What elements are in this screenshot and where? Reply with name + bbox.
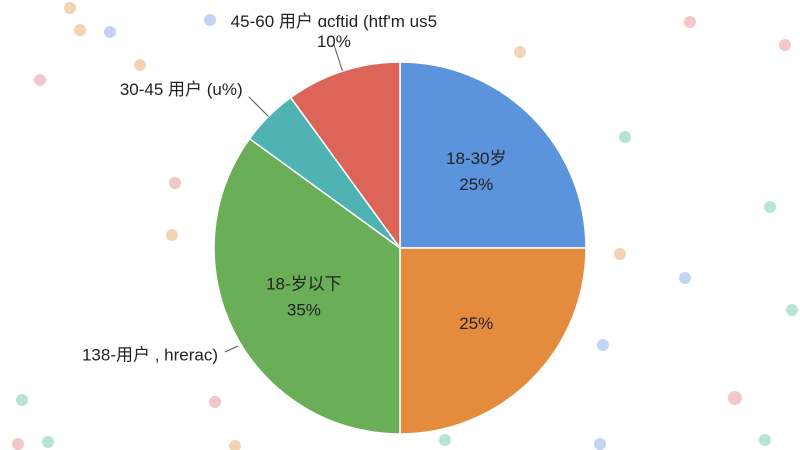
leader-line: [333, 44, 343, 72]
slice-label: 18-岁以下: [266, 274, 342, 293]
outer-label: 30-45 用户 (u%): [120, 80, 243, 99]
slice-label: 18-30岁: [446, 149, 506, 168]
pie-slice: [399, 247, 587, 435]
value-label: 25%: [459, 175, 493, 194]
pie-slice: [213, 137, 401, 435]
value-label: 25%: [459, 314, 493, 333]
background-dots: [12, 2, 798, 450]
pie-slice: [289, 61, 401, 251]
pie-slice: [399, 61, 587, 249]
value-label: 10%: [317, 32, 351, 51]
outer-label: 45-60 用户 ɑcftid (htf'm us5: [231, 12, 437, 31]
leader-line: [248, 96, 269, 117]
annotation: 138-用户 , hrerac): [82, 345, 218, 364]
leader-line: [224, 345, 239, 353]
value-label: 35%: [287, 300, 321, 319]
